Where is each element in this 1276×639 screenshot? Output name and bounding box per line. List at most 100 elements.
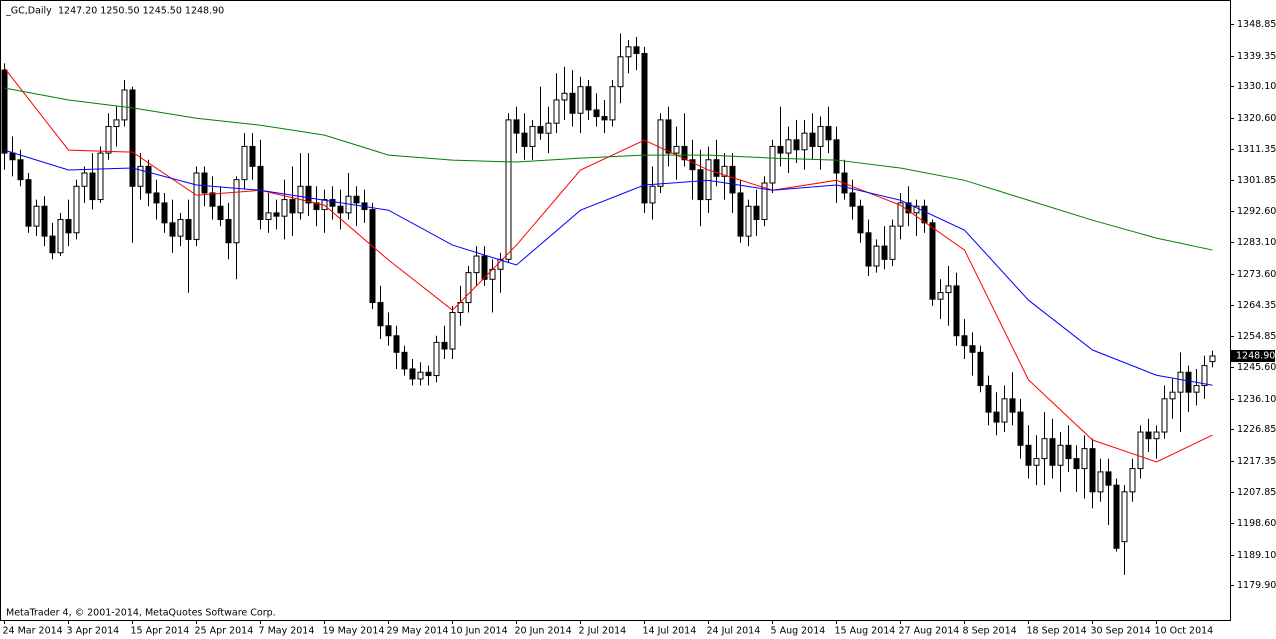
candle-body: [1081, 448, 1088, 470]
x-tick-label: 29 May 2014: [387, 626, 449, 637]
y-tick-label: 1301.85: [1237, 175, 1276, 186]
candle-body: [801, 132, 808, 151]
candle-body: [1073, 458, 1080, 470]
candle-body: [913, 205, 920, 214]
candle-body: [553, 99, 560, 124]
candle-body: [793, 139, 800, 151]
x-tick-label: 24 Mar 2014: [3, 626, 63, 637]
candle-body: [257, 165, 264, 221]
candle-body: [65, 219, 72, 234]
y-tick-label: 1292.60: [1237, 206, 1276, 217]
candle-body: [593, 109, 600, 118]
candle-body: [401, 351, 408, 370]
candle-body: [1153, 431, 1160, 440]
candle-body: [209, 192, 216, 207]
candle-body: [769, 145, 776, 184]
candle-body: [97, 152, 104, 201]
x-tick-label: 7 May 2014: [259, 626, 315, 637]
candle-body: [305, 185, 312, 204]
candle-body: [577, 86, 584, 114]
candle-body: [745, 205, 752, 237]
candle-body: [977, 351, 984, 387]
candle-body: [1121, 491, 1128, 543]
candle-body: [873, 245, 880, 267]
last-price-label: 1248.90: [1236, 350, 1275, 361]
candle-body: [737, 192, 744, 237]
candle-body: [969, 345, 976, 353]
candle-body: [561, 92, 568, 101]
y-tick-label: 1339.35: [1237, 51, 1276, 62]
candle-body: [1009, 398, 1016, 413]
y-tick-label: 1348.85: [1237, 19, 1276, 30]
candle-body: [1169, 391, 1176, 400]
candle-body: [641, 52, 648, 204]
y-tick-label: 1217.35: [1237, 456, 1276, 467]
x-tick-label: 10 Jun 2014: [451, 626, 508, 637]
candle-body: [705, 159, 712, 201]
candle-body: [369, 209, 376, 304]
moving-average: [4, 149, 1213, 386]
candle-body: [785, 139, 792, 154]
candle-body: [697, 169, 704, 201]
candle-body: [393, 335, 400, 353]
candle-body: [225, 219, 232, 244]
candle-body: [33, 205, 40, 227]
candle-body: [105, 126, 112, 154]
candle-body: [1201, 365, 1208, 387]
candle-body: [753, 205, 760, 221]
candle-body: [609, 86, 616, 121]
x-tick-label: 18 Sep 2014: [1027, 626, 1087, 637]
ohlc-text: 1247.20 1250.50 1245.50 1248.90: [58, 6, 224, 17]
last-price-box: [1231, 349, 1275, 362]
candle-body: [1137, 431, 1144, 470]
moving-average: [4, 67, 1213, 463]
candle-body: [617, 56, 624, 88]
candle-body: [57, 219, 64, 254]
candle-body: [953, 285, 960, 337]
candle-body: [433, 341, 440, 377]
candle-body: [425, 371, 432, 377]
candle-body: [921, 205, 928, 224]
y-tick-label: 1330.10: [1237, 81, 1276, 92]
y-tick-label: 1254.85: [1237, 331, 1276, 342]
y-tick-label: 1245.60: [1237, 362, 1276, 373]
x-tick-label: 3 Apr 2014: [67, 626, 120, 637]
candle-body: [241, 145, 248, 181]
y-tick-label: 1189.10: [1237, 550, 1276, 561]
candle-body: [169, 222, 176, 237]
candle-body: [25, 179, 32, 227]
candle-body: [665, 119, 672, 154]
candle-body: [281, 199, 288, 217]
candle-body: [857, 205, 864, 234]
candle-body: [129, 89, 136, 187]
candle-body: [153, 192, 160, 204]
candle-body: [985, 385, 992, 413]
candle-body: [505, 119, 512, 260]
candle-body: [721, 165, 728, 177]
candle-body: [633, 46, 640, 54]
candle-body: [1193, 385, 1200, 393]
candle-body: [945, 285, 952, 294]
candle-body: [121, 89, 128, 121]
candle-body: [681, 145, 688, 161]
candle-body: [185, 219, 192, 240]
candle-body: [897, 202, 904, 227]
candle-body: [73, 185, 80, 234]
candle-body: [529, 126, 536, 147]
candle-body: [545, 122, 552, 134]
candle-body: [177, 219, 184, 237]
x-tick-label: 30 Sep 2014: [1091, 626, 1151, 637]
candle-body: [1065, 444, 1072, 460]
candle-body: [761, 182, 768, 221]
candle-body: [1161, 398, 1168, 433]
candle-body: [601, 116, 608, 121]
candle-body: [41, 205, 48, 237]
candle-body: [1113, 484, 1120, 549]
candle-body: [385, 325, 392, 337]
candle-body: [537, 126, 544, 134]
candle-body: [1097, 471, 1104, 493]
candle-body: [1177, 371, 1184, 393]
candle-body: [1, 69, 8, 154]
y-tick-label: 1207.85: [1237, 487, 1276, 498]
candle-body: [673, 145, 680, 154]
